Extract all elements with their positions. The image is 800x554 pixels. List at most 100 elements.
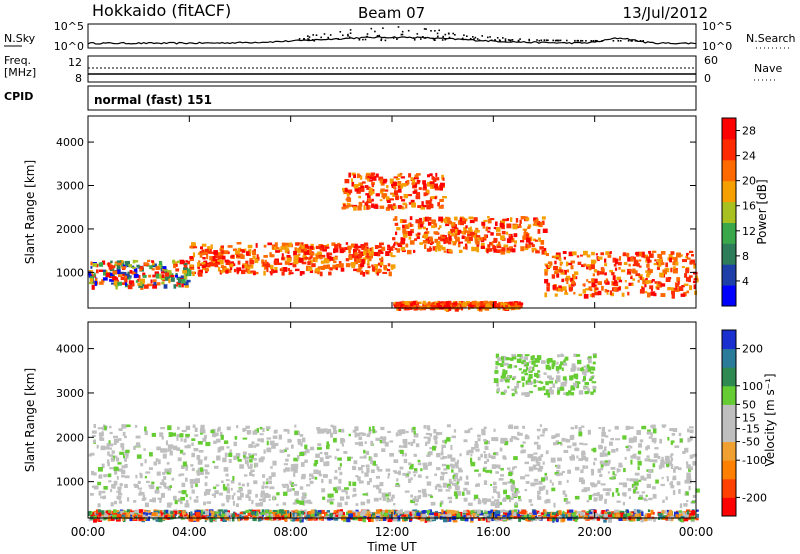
heatmap-cell [678, 432, 682, 437]
heatmap-cell [260, 512, 265, 515]
heatmap-cell [226, 498, 230, 503]
heatmap-cell [266, 440, 269, 446]
heatmap-cell [378, 176, 384, 181]
heatmap-cell [547, 375, 552, 379]
colorbar-tick-label: 20 [742, 175, 756, 188]
heatmap-cell [289, 269, 293, 272]
heatmap-cell [467, 502, 473, 506]
heatmap-cell [577, 261, 582, 265]
heatmap-cell [101, 490, 106, 494]
heatmap-cell [363, 205, 366, 211]
heatmap-cell [276, 492, 280, 496]
heatmap-cell [134, 270, 138, 274]
heatmap-cell [301, 261, 307, 265]
noise-search-point [423, 28, 426, 30]
heatmap-cell [471, 234, 476, 238]
heatmap-cell [366, 513, 370, 517]
heatmap-cell [414, 495, 417, 500]
heatmap-cell [107, 516, 111, 522]
heatmap-cell [371, 203, 375, 208]
heatmap-cell [427, 174, 430, 178]
heatmap-cell [206, 488, 211, 492]
heatmap-cell [375, 517, 379, 521]
heatmap-cell [404, 224, 410, 230]
noise-search-point [366, 33, 369, 35]
freq-tick-top: 12 [68, 56, 82, 69]
heatmap-cell [585, 465, 589, 469]
heatmap-cell [394, 247, 398, 250]
heatmap-cell [250, 511, 256, 515]
noise-search-point [303, 38, 305, 40]
heatmap-cell [169, 467, 172, 473]
heatmap-cell [189, 256, 194, 259]
heatmap-cell [597, 290, 602, 296]
colorbar-swatch [722, 285, 736, 307]
heatmap-cell [225, 269, 229, 274]
heatmap-cell [369, 192, 373, 196]
heatmap-cell [486, 226, 491, 230]
heatmap-cell [658, 514, 663, 518]
heatmap-cell [524, 392, 530, 397]
heatmap-cell [284, 250, 288, 254]
heatmap-cell [532, 517, 536, 521]
heatmap-cell [266, 447, 272, 453]
heatmap-cell [687, 277, 691, 283]
heatmap-cell [294, 247, 297, 252]
heatmap-cell [429, 173, 433, 177]
heatmap-cell [105, 272, 110, 278]
noise-search-point [487, 36, 489, 39]
heatmap-cell [213, 486, 217, 490]
heatmap-cell [433, 304, 438, 308]
heatmap-cell [537, 370, 541, 373]
heatmap-cell [160, 427, 165, 430]
heatmap-cell [582, 283, 585, 286]
heatmap-cell [546, 358, 549, 363]
heatmap-cell [385, 468, 391, 472]
heatmap-cell [571, 454, 575, 457]
heatmap-cell [426, 248, 432, 252]
heatmap-cell [597, 480, 601, 485]
heatmap-cell [489, 302, 494, 306]
heatmap-cell [245, 260, 249, 266]
heatmap-cell [393, 514, 397, 519]
heatmap-cell [382, 196, 386, 200]
heatmap-cell [447, 304, 450, 308]
heatmap-cell [657, 512, 663, 517]
heatmap-cell [531, 360, 536, 365]
heatmap-cell [611, 476, 615, 480]
heatmap-cell [225, 516, 230, 521]
heatmap-cell [297, 441, 301, 445]
heatmap-cell [236, 242, 242, 245]
heatmap-cell [351, 172, 356, 176]
noise-search-point [401, 30, 404, 33]
heatmap-cell [367, 259, 370, 265]
heatmap-cell [646, 273, 650, 278]
heatmap-cell [203, 491, 207, 496]
heatmap-cell [572, 251, 577, 256]
heatmap-cell [589, 512, 595, 517]
heatmap-cell [223, 486, 228, 491]
heatmap-cell [637, 279, 640, 283]
heatmap-cell [437, 432, 443, 435]
heatmap-cell [290, 482, 294, 487]
heatmap-cell [645, 280, 649, 285]
heatmap-cell [441, 447, 444, 451]
heatmap-cell [477, 456, 481, 461]
heatmap-cell [660, 483, 665, 487]
heatmap-cell [90, 493, 94, 496]
heatmap-cell [522, 425, 525, 429]
heatmap-cell [475, 240, 480, 245]
heatmap-cell [268, 509, 272, 513]
heatmap-cell [516, 382, 520, 388]
heatmap-cell [500, 375, 506, 379]
noise-search-point [552, 39, 554, 42]
heatmap-cell [493, 481, 497, 486]
noise-search-point [434, 39, 436, 41]
heatmap-cell [648, 269, 653, 274]
heatmap-cell [375, 437, 381, 441]
heatmap-cell [201, 515, 206, 519]
heatmap-cell [154, 489, 160, 494]
heatmap-cell [360, 188, 365, 192]
heatmap-cell [387, 492, 392, 497]
x-tick-label: 20:00 [577, 525, 612, 539]
